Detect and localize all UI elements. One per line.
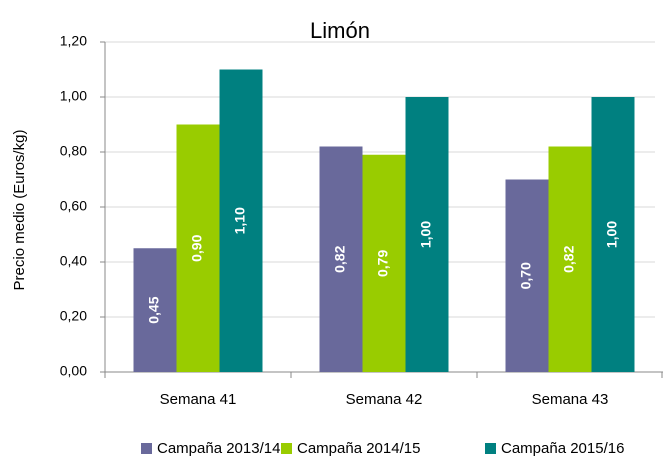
bar bbox=[505, 179, 549, 372]
y-tick-label: 1,00 bbox=[60, 88, 87, 104]
legend-label: Campaña 2014/15 bbox=[297, 440, 420, 457]
bar bbox=[591, 97, 635, 372]
bar bbox=[548, 146, 592, 372]
bar bbox=[133, 248, 177, 372]
bar bbox=[362, 154, 406, 372]
value-label: 1,10 bbox=[232, 207, 248, 234]
bar bbox=[319, 146, 363, 372]
value-label: 1,00 bbox=[604, 221, 620, 248]
value-label: 0,90 bbox=[189, 234, 205, 261]
bar bbox=[176, 124, 220, 372]
y-tick-label: 1,20 bbox=[60, 33, 87, 49]
x-tick-label: Semana 41 bbox=[160, 391, 237, 408]
legend-label: Campaña 2015/16 bbox=[501, 440, 624, 457]
legend-label: Campaña 2013/14 bbox=[157, 440, 280, 457]
legend-swatch bbox=[141, 443, 152, 454]
value-label: 0,45 bbox=[146, 296, 162, 323]
bar bbox=[405, 97, 449, 372]
legend-swatch bbox=[281, 443, 292, 454]
value-label: 0,82 bbox=[332, 245, 348, 272]
y-axis-label: Precio medio (Euros/kg) bbox=[11, 130, 28, 291]
bar bbox=[219, 69, 263, 372]
legend-swatch bbox=[485, 443, 496, 454]
value-label: 1,00 bbox=[418, 221, 434, 248]
value-label: 0,79 bbox=[375, 250, 391, 277]
y-tick-label: 0,80 bbox=[60, 143, 87, 159]
value-label: 0,82 bbox=[561, 245, 577, 272]
y-tick-label: 0,40 bbox=[60, 253, 87, 269]
x-tick-label: Semana 43 bbox=[532, 391, 609, 408]
x-tick-label: Semana 42 bbox=[346, 391, 423, 408]
chart-title: Limón bbox=[310, 18, 370, 43]
y-tick-label: 0,20 bbox=[60, 308, 87, 324]
value-label: 0,70 bbox=[518, 262, 534, 289]
y-tick-label: 0,00 bbox=[60, 363, 87, 379]
y-tick-label: 0,60 bbox=[60, 198, 87, 214]
